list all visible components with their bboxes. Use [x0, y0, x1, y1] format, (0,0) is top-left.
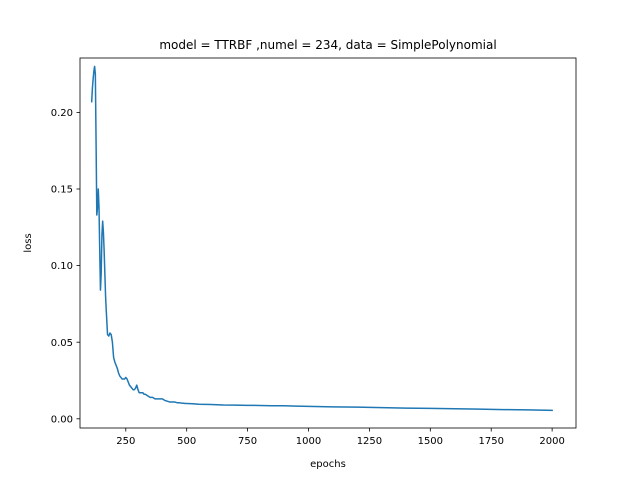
y-tick-label: 0.00	[51, 414, 73, 425]
x-tick-label: 1750	[478, 436, 503, 447]
y-tick-label: 0.15	[51, 185, 73, 196]
x-tick-label: 1500	[418, 436, 443, 447]
x-axis: 250 500 750 1000 1250 1500 1750 2000	[116, 428, 565, 447]
x-tick-label: 500	[177, 436, 196, 447]
y-tick-label: 0.05	[51, 338, 73, 349]
y-tick-label: 0.20	[51, 108, 73, 119]
x-tick-label: 2000	[539, 436, 564, 447]
x-tick-label: 1000	[296, 436, 321, 447]
plot-area	[80, 58, 576, 428]
y-axis-label: loss	[23, 233, 34, 252]
x-axis-label: epochs	[310, 459, 346, 470]
y-axis: 0.00 0.05 0.10 0.15 0.20	[51, 108, 80, 425]
x-tick-label: 750	[238, 436, 257, 447]
series-layer	[90, 65, 553, 412]
x-tick-label: 250	[116, 436, 135, 447]
plot-frame	[79, 57, 577, 429]
y-tick-label: 0.10	[51, 261, 73, 272]
series-line-0	[90, 65, 553, 412]
chart-title: model = TTRBF ,numel = 234, data = Simpl…	[159, 38, 496, 52]
x-tick-label: 1250	[357, 436, 382, 447]
